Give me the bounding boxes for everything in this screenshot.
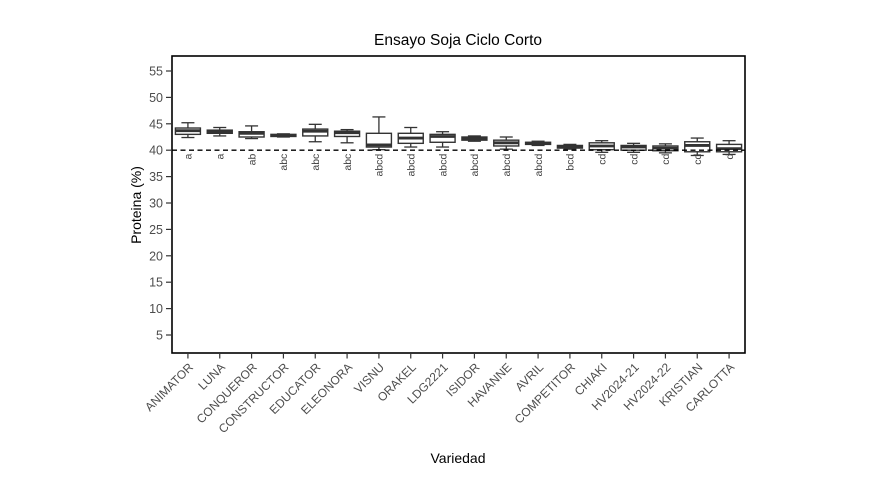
panel-border: [171, 55, 746, 354]
group-letter: cd: [597, 154, 609, 165]
group-letter: cd: [660, 154, 672, 165]
group-letter: bcd: [565, 154, 577, 171]
y-tick-label: 25: [149, 223, 163, 237]
group-letter: a: [183, 154, 195, 160]
y-tick-label: 10: [149, 302, 163, 316]
y-tick-label: 55: [149, 65, 163, 79]
group-letter: abc: [342, 154, 354, 171]
group-letter: cd: [628, 154, 640, 165]
y-tick-label: 35: [149, 170, 163, 184]
x-tick-label: ANIMATOR: [142, 360, 196, 414]
y-tick-label: 20: [149, 249, 163, 263]
group-letter: abcd: [501, 154, 513, 177]
y-tick-label: 5: [156, 329, 163, 343]
chart-title: Ensayo Soja Ciclo Corto: [374, 32, 542, 49]
iqr-box: [429, 133, 456, 143]
group-letter: cd: [692, 154, 704, 165]
group-letter: abcd: [469, 154, 481, 177]
x-axis-title: Variedad: [430, 450, 485, 466]
group-letter: ab: [246, 154, 258, 166]
y-tick-label: 15: [149, 276, 163, 290]
group-letter: abcd: [437, 154, 449, 177]
group-letter: abc: [310, 154, 322, 171]
y-axis-title: Proteina (%): [128, 166, 144, 244]
y-tick-label: 30: [149, 197, 163, 211]
group-letter: abcd: [374, 154, 386, 177]
y-tick-label: 40: [149, 144, 163, 158]
y-tick-label: 45: [149, 117, 163, 131]
group-letter: abcd: [533, 154, 545, 177]
group-letter: a: [215, 154, 227, 160]
group-letter: abcd: [406, 154, 418, 177]
group-letter: abc: [278, 154, 290, 171]
y-tick-label: 50: [149, 91, 163, 105]
group-letter: d: [724, 154, 736, 160]
